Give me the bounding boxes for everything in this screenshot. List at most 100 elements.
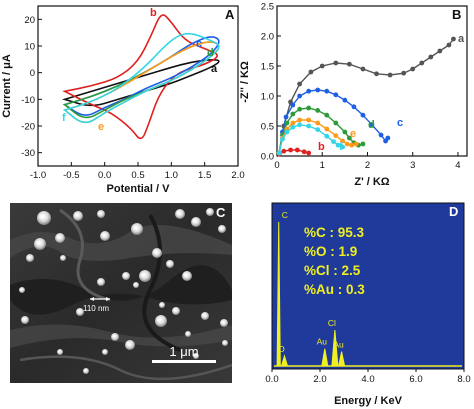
nanoparticle <box>152 248 162 258</box>
panel-a-series-label-c: c <box>196 38 202 50</box>
panel-b-point-c <box>378 132 384 138</box>
nanoparticle-highlight <box>167 261 171 265</box>
nanoparticle <box>97 278 105 286</box>
panel-a-series-label-a: a <box>211 63 218 75</box>
panel-b-point-b <box>288 147 293 153</box>
panel-b-series-label-d: d <box>368 119 375 131</box>
panel-b-point-d <box>306 105 312 111</box>
panel-b-point-e <box>306 117 312 123</box>
panel-b-point-a <box>297 81 303 87</box>
nanoparticle <box>76 308 84 316</box>
panel-b-point-a <box>410 66 416 72</box>
nanoparticle <box>97 210 105 218</box>
panel-d-xtick-label: 2.0 <box>313 374 326 385</box>
panel-b-point-a <box>446 42 452 48</box>
panel-b-series-c <box>278 89 389 154</box>
panel-b-point-e <box>340 138 345 144</box>
panel-b-point-f <box>335 142 341 148</box>
panel-b-series-label-e: e <box>350 128 356 140</box>
panel-b-point-d <box>297 106 303 112</box>
panel-b-point-a <box>451 36 456 42</box>
panel-b-point-c <box>385 135 391 141</box>
nanoparticle <box>73 211 83 221</box>
nanoparticle <box>26 254 34 262</box>
panel-a-xtick-label: -1.0 <box>30 170 46 181</box>
nanoparticle-highlight <box>112 334 116 338</box>
panel-b-point-e <box>324 126 330 132</box>
panel-b-xtick-label: 3 <box>410 160 415 171</box>
panel-a-series-label-d: d <box>207 47 214 59</box>
panel-b-point-f <box>340 144 345 150</box>
sem-texture <box>10 208 232 381</box>
panel-b-point-a <box>319 63 325 69</box>
nanoparticle <box>83 368 89 374</box>
nanoparticle <box>222 340 228 346</box>
nanoparticle-highlight <box>223 341 226 344</box>
panel-a-xtick-label: 0.5 <box>131 170 144 181</box>
panel-b-point-c <box>369 122 375 128</box>
panel-b-point-b <box>301 149 307 155</box>
nanoparticle-highlight <box>77 309 81 313</box>
edx-peak-label: Au <box>317 337 328 347</box>
panel-b-point-d <box>284 120 290 126</box>
panel-b-ytick-label: 2.5 <box>261 2 274 13</box>
panel-b-point-a <box>387 72 393 78</box>
nanoparticle-highlight <box>103 350 106 353</box>
panel-b-series-label-b: b <box>318 141 325 153</box>
nanoparticle <box>166 260 174 268</box>
panel-a-series-f <box>62 32 220 124</box>
panel-a-series-label-e: e <box>98 121 104 133</box>
panel-b-ytick-label: 0.0 <box>261 152 274 163</box>
nanoparticle-highlight <box>219 226 223 230</box>
panel-b-point-b <box>281 148 287 154</box>
size-marker-arrow-left <box>90 297 94 301</box>
nanoparticle <box>172 307 180 315</box>
panel-b-point-f <box>306 123 312 129</box>
panel-c-sem-image: 110 nm 1 μm C <box>10 203 232 383</box>
panel-d-plot-area <box>271 202 465 370</box>
panel-b-series-label-f: f <box>339 141 343 153</box>
panel-b-point-c <box>333 92 339 98</box>
nanoparticle <box>60 255 66 261</box>
panel-d-xtick-label: 6.0 <box>409 374 422 385</box>
panel-a-ytick-label: 0 <box>30 68 35 79</box>
edx-peak-label: C <box>282 210 288 220</box>
nanoparticle-highlight <box>173 308 177 312</box>
panel-b-point-f <box>290 124 296 130</box>
panel-a-cv-chart: -30 -20 -10 0 10 20 -1.0 -0.5 0.0 0.5 1.0 1.5 2.0 a… <box>1 5 245 195</box>
nanoparticle <box>175 209 185 219</box>
panel-d-xlabel: Energy / KeV <box>334 395 403 407</box>
panel-a-xtick-label: 1.5 <box>198 170 211 181</box>
panel-b-xtick-label: 2 <box>365 160 370 171</box>
nanoparticle <box>100 231 110 241</box>
nanoparticle <box>19 287 25 293</box>
nanoparticle-highlight <box>20 288 23 291</box>
nanoparticle-highlight <box>186 332 189 335</box>
nanoparticle-highlight <box>27 255 31 259</box>
nanoparticle-highlight <box>202 313 206 317</box>
nanoparticle-highlight <box>123 273 127 277</box>
panel-b-point-e <box>297 117 303 123</box>
panel-b-plot-frame <box>276 5 468 157</box>
panel-b-series-label-a: a <box>458 33 465 45</box>
nanoparticle <box>131 223 143 235</box>
panel-b-point-d <box>360 141 366 147</box>
panel-b-point-d <box>324 112 330 118</box>
nanoparticle <box>206 208 214 216</box>
panel-a-ytick-label: 10 <box>24 42 35 53</box>
panel-a-ylabel: Current / μA <box>1 54 13 118</box>
nanoparticle-highlight <box>176 211 181 215</box>
panel-b-point-a <box>346 61 352 67</box>
nanoparticle <box>185 331 191 337</box>
panel-a-ytick-label: -30 <box>21 148 35 159</box>
panel-b-point-f <box>276 150 282 156</box>
panel-d-xtick-label: 8.0 <box>457 374 470 385</box>
panel-b-point-c <box>290 102 296 108</box>
panel-b-ytick-label: 1.5 <box>261 62 274 73</box>
nanoparticle <box>193 353 199 359</box>
nanoparticle-highlight <box>207 209 211 213</box>
nanoparticle <box>201 312 209 320</box>
panel-b-point-d <box>342 129 348 135</box>
panel-b-point-d <box>290 111 296 117</box>
